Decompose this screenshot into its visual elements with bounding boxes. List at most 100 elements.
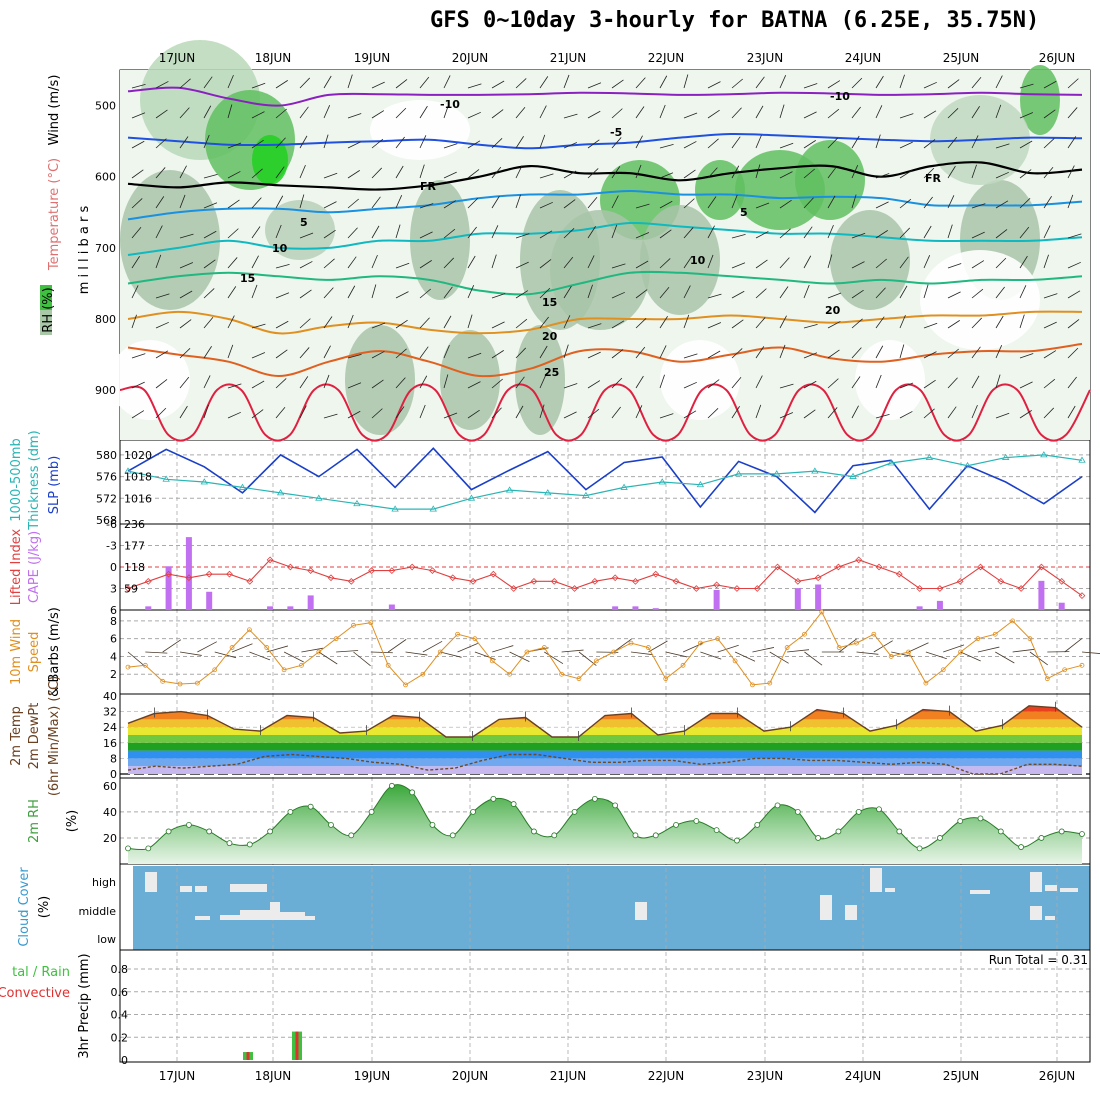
cloud-bar bbox=[195, 916, 210, 920]
wind-barb bbox=[1067, 376, 1077, 389]
wind-barb bbox=[827, 378, 839, 389]
wind-barb bbox=[347, 382, 362, 389]
wind-barb bbox=[947, 136, 958, 149]
wind-barb bbox=[947, 79, 960, 89]
isotherm-line bbox=[127, 310, 1083, 335]
wind-barb bbox=[827, 254, 833, 269]
dewpoint-line bbox=[127, 753, 1083, 775]
cloud-bar bbox=[970, 890, 990, 894]
wind-barb bbox=[1067, 194, 1074, 209]
thickness-marker bbox=[353, 499, 361, 507]
wind-barb bbox=[635, 260, 649, 269]
wind-barb bbox=[779, 344, 786, 359]
wind-barb bbox=[755, 288, 767, 299]
wind-barb bbox=[707, 225, 715, 239]
rh-marker bbox=[551, 832, 558, 839]
wind-barb bbox=[707, 167, 718, 179]
surface-wind-barb bbox=[891, 651, 913, 657]
wind-barb bbox=[1043, 378, 1056, 389]
rh-tick: 60 bbox=[103, 780, 117, 793]
temp-tick: 8 bbox=[110, 752, 117, 765]
wind-barb bbox=[491, 254, 497, 269]
wind-barb bbox=[227, 171, 241, 179]
wind-barb bbox=[875, 134, 881, 149]
wind-barb bbox=[995, 286, 1005, 299]
wind-barb bbox=[227, 104, 233, 119]
wind-barb bbox=[635, 106, 645, 119]
wind-barb bbox=[707, 293, 722, 299]
wind-barb bbox=[227, 74, 234, 89]
cape-tick: 236 bbox=[124, 518, 145, 531]
isotherm-label: 15 bbox=[542, 296, 557, 309]
rh-marker bbox=[510, 801, 517, 807]
wind-speed-marker bbox=[975, 636, 981, 642]
wind-barb bbox=[635, 289, 648, 299]
wind-barb bbox=[827, 407, 838, 419]
li-marker bbox=[388, 567, 396, 574]
surface-wind-barb bbox=[266, 645, 289, 653]
precip-tick: 0.2 bbox=[111, 1031, 129, 1044]
cloud-bar bbox=[255, 884, 267, 892]
slp-tick: 1020 bbox=[124, 449, 152, 462]
axis-label: Convective bbox=[0, 986, 70, 1001]
wind-barb bbox=[563, 74, 570, 89]
wind-barb bbox=[779, 257, 790, 269]
wind-barb bbox=[515, 233, 530, 239]
temp-tick: 40 bbox=[103, 690, 117, 703]
date-label-bottom: 25JUN bbox=[943, 1069, 980, 1083]
wind-barb bbox=[659, 229, 672, 239]
wind-barb bbox=[155, 293, 170, 299]
wind-barb bbox=[851, 289, 864, 299]
rh-marker bbox=[368, 808, 375, 815]
wind-barb bbox=[923, 322, 938, 329]
date-label-top: 22JUN bbox=[648, 51, 685, 65]
wind-barb bbox=[395, 377, 406, 389]
wind-barb bbox=[275, 80, 288, 89]
wind-speed-marker bbox=[212, 667, 218, 673]
wind-speed-marker bbox=[836, 645, 842, 650]
rh-marker bbox=[591, 795, 598, 802]
surface-wind-barb bbox=[318, 651, 338, 665]
wind-barb bbox=[371, 138, 384, 149]
axis-label: (%) bbox=[37, 896, 52, 919]
surface-wind-barb bbox=[1081, 651, 1100, 654]
wind-barb bbox=[659, 413, 674, 419]
wind-barb bbox=[251, 111, 265, 119]
wind-barb bbox=[443, 104, 449, 119]
date-label-bottom: 17JUN bbox=[159, 1069, 196, 1083]
thickness-marker bbox=[200, 478, 209, 485]
li-marker bbox=[571, 585, 578, 592]
cloud-tick: middle bbox=[78, 905, 116, 918]
wind-barb bbox=[299, 77, 311, 89]
wind-barb bbox=[515, 78, 527, 89]
wind-barb bbox=[395, 319, 408, 329]
wind-barb bbox=[539, 287, 551, 299]
wind-speed-marker bbox=[281, 667, 287, 673]
wind-barb bbox=[755, 134, 762, 149]
wind-barb bbox=[1043, 350, 1057, 359]
wind-barb bbox=[251, 197, 262, 209]
wind-barb bbox=[803, 352, 818, 359]
wind-barb bbox=[203, 259, 216, 269]
wind-speed-marker bbox=[177, 681, 183, 687]
surface-wind-barb bbox=[1064, 638, 1083, 653]
cloud-bar bbox=[1045, 916, 1055, 920]
wind-speed-marker bbox=[940, 667, 946, 673]
wind-barb bbox=[203, 105, 212, 119]
li-marker bbox=[185, 574, 193, 582]
wind-barb bbox=[443, 374, 449, 389]
surface-wind-barb bbox=[630, 651, 653, 656]
rh-legend-swatch bbox=[40, 310, 52, 335]
wind-barb bbox=[755, 317, 766, 329]
date-label-top: 24JUN bbox=[845, 51, 882, 65]
isotherm-label: 5 bbox=[300, 216, 308, 229]
wind-barb bbox=[635, 405, 643, 419]
thickness-marker bbox=[276, 489, 285, 496]
wind-barb bbox=[659, 75, 668, 89]
temp-band bbox=[128, 750, 1082, 759]
li-marker bbox=[733, 585, 741, 592]
wind-barb bbox=[467, 169, 480, 179]
wind-barb bbox=[563, 256, 574, 269]
rh-shading bbox=[252, 135, 288, 185]
cloud-bar bbox=[280, 912, 305, 920]
